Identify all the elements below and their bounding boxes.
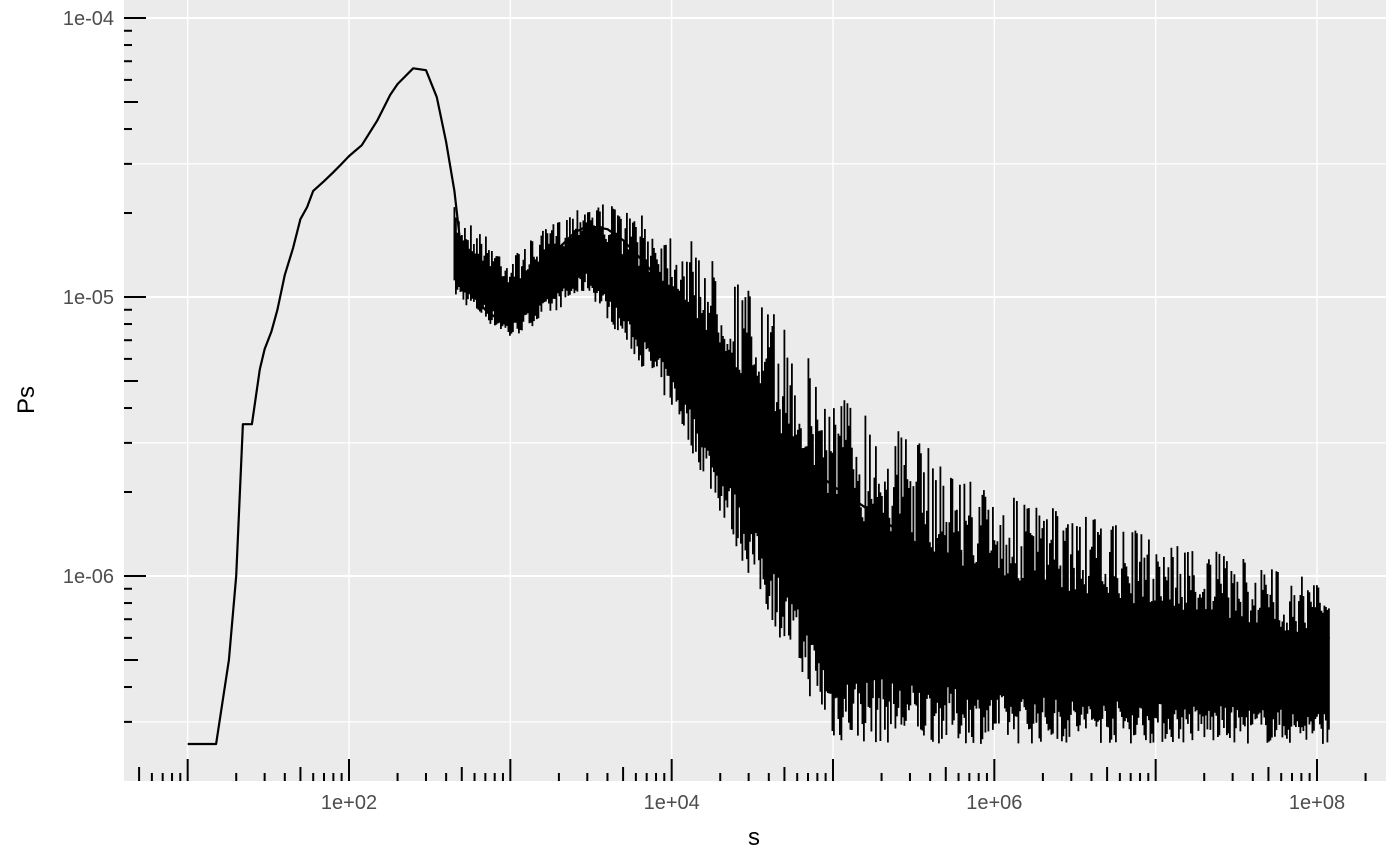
- y-axis-tick-labels: 1e-06 1e-05 1e-04: [63, 8, 114, 588]
- x-axis-tick-labels: 1e+02 1e+04 1e+06 1e+08: [321, 792, 1345, 814]
- x-axis-ticks: [138, 759, 1367, 781]
- noise-strokes: [453, 204, 1330, 744]
- y-axis-title: Ps: [13, 386, 40, 414]
- y-tick-label: 1e-05: [63, 287, 114, 309]
- noise-bars: [453, 204, 1330, 744]
- y-tick-label: 1e-06: [63, 566, 114, 588]
- y-axis-ticks: [124, 17, 146, 723]
- series-line: [187, 67, 1330, 746]
- x-axis-title: s: [748, 824, 760, 851]
- x-tick-label: 1e+02: [321, 792, 377, 814]
- y-tick-label: 1e-04: [63, 8, 114, 30]
- x-tick-label: 1e+04: [644, 792, 700, 814]
- x-tick-label: 1e+06: [966, 792, 1022, 814]
- x-tick-label: 1e+08: [1289, 792, 1345, 814]
